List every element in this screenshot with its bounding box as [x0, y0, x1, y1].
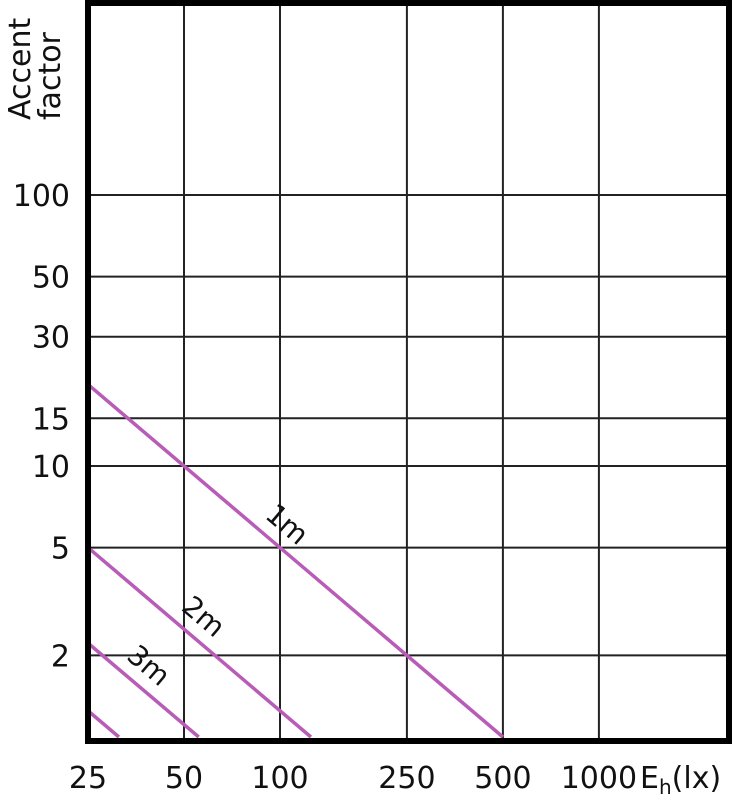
grid: [87, 3, 729, 741]
series-line-unlabeled: [86, 709, 121, 739]
y-tick-label: 2: [51, 639, 70, 674]
x-axis-label-sub: h: [659, 775, 672, 799]
y-axis-label: Accent factor: [3, 8, 68, 120]
x-tick-label: 500: [474, 761, 531, 796]
x-tick-labels: 25 50 100 250 500 1000: [69, 761, 637, 796]
plot-frame: [85, 0, 732, 744]
x-axis-label: Eh(lx): [640, 761, 721, 799]
x-tick-label: 25: [69, 761, 107, 796]
y-tick-label: 50: [32, 261, 70, 296]
x-axis-label-main: E: [640, 761, 659, 796]
y-tick-label: 15: [32, 402, 70, 437]
series-line-1m: [86, 383, 505, 739]
y-axis-label-line2: factor: [33, 31, 68, 120]
y-tick-labels: 2 5 10 15 30 50 100: [13, 179, 70, 674]
series-line-2m: [86, 546, 313, 739]
x-tick-label: 50: [165, 761, 203, 796]
x-tick-label: 250: [378, 761, 435, 796]
x-axis-label-unit: (lx): [672, 761, 722, 796]
y-tick-label: 100: [13, 179, 70, 214]
y-axis-label-line1: Accent: [3, 18, 38, 120]
y-tick-label: 10: [32, 450, 70, 485]
x-tick-label: 100: [251, 761, 308, 796]
x-tick-label: 1000: [561, 761, 637, 796]
y-tick-label: 5: [51, 532, 70, 567]
series-label: 1m: [259, 497, 315, 551]
series-lines: [86, 383, 505, 739]
series-line-3m: [86, 641, 200, 739]
series-label: 3m: [121, 638, 177, 692]
y-tick-label: 30: [32, 321, 70, 356]
